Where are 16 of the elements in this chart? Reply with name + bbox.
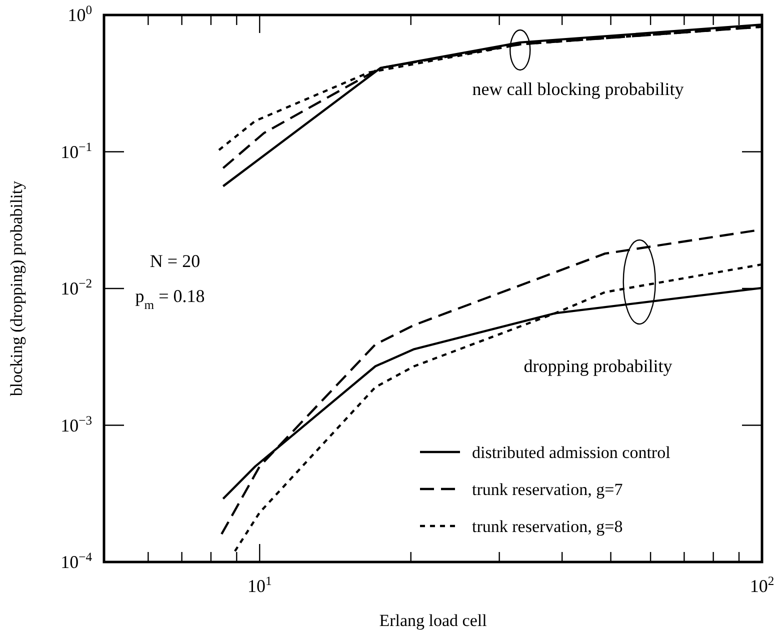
x-tick-label: 10$^{1}$ [247, 574, 272, 596]
y-axis-title: blocking (dropping) probability [7, 180, 26, 396]
y-tick-label: 10$^{−4}$ [60, 550, 93, 572]
y-tick-label: 10$^{−1}$ [60, 140, 92, 162]
legend-label: distributed admission control [472, 443, 671, 462]
annotation: new call blocking probability [472, 79, 684, 99]
y-tick-label: 10$^{0}$ [68, 3, 92, 25]
annotation: N = 20 [150, 251, 200, 271]
y-tick-label: 10$^{−3}$ [60, 413, 92, 436]
x-tick-label: 10$^{2}$ [750, 574, 774, 596]
legend-label: trunk reservation, g=8 [472, 517, 623, 536]
x-axis-title: Erlang load cell [379, 611, 488, 630]
annotation: dropping probability [524, 356, 672, 376]
annotation: p$_{m}$ = 0.18 [135, 286, 205, 312]
legend-label: trunk reservation, g=7 [472, 480, 624, 499]
y-tick-label: 10$^{−2}$ [60, 276, 92, 298]
